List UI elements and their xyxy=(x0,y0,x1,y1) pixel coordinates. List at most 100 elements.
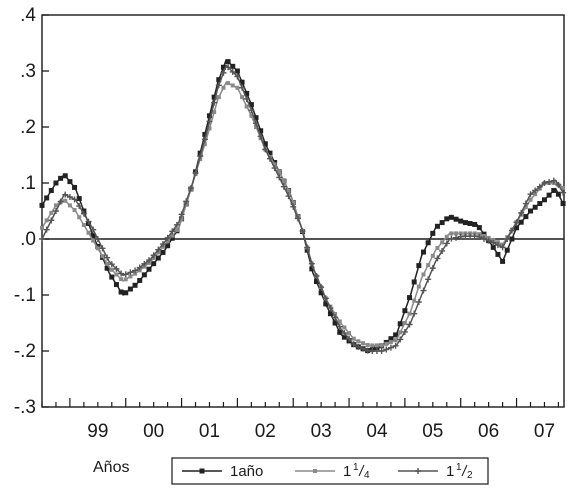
series-point xyxy=(192,169,199,176)
series-point xyxy=(211,94,217,100)
series-point xyxy=(560,189,567,196)
series-point xyxy=(215,82,222,89)
y-tick-label: -.1 xyxy=(14,285,36,306)
series-point xyxy=(522,200,529,207)
legend-label-main: 1 xyxy=(343,463,351,480)
series-point xyxy=(44,195,50,201)
y-tick-label: .3 xyxy=(20,61,36,82)
series-point xyxy=(86,230,91,235)
series-point xyxy=(318,290,324,296)
series-point xyxy=(323,301,329,307)
series-point xyxy=(370,343,375,348)
series-point xyxy=(104,265,110,271)
x-axis: 99 00 01 02 03 04 05 06 07 xyxy=(41,398,560,442)
series-point xyxy=(527,191,534,198)
series-0 xyxy=(39,59,566,354)
series-point xyxy=(197,153,204,160)
series-point xyxy=(90,226,97,233)
series-point xyxy=(523,205,528,210)
series-point xyxy=(420,249,426,255)
series-point xyxy=(165,243,171,249)
series-point xyxy=(528,208,534,214)
series-point xyxy=(462,220,468,226)
series-point xyxy=(95,246,100,251)
legend: Años 1año 1 14 1 12 xyxy=(93,457,489,485)
series-point xyxy=(384,341,389,346)
series-point xyxy=(206,113,212,119)
series-point xyxy=(58,175,64,181)
series-point xyxy=(337,329,343,335)
series-point xyxy=(77,215,82,220)
series-point xyxy=(109,267,114,272)
series-point xyxy=(313,272,320,279)
series-point xyxy=(146,257,153,264)
series-point xyxy=(308,260,315,267)
legend-label-denominator: 2 xyxy=(467,470,473,481)
series-point xyxy=(212,110,217,115)
series-point xyxy=(118,270,125,277)
series-point xyxy=(291,200,296,205)
x-tick-label: 04 xyxy=(366,421,388,442)
legend-entry: 1 12 xyxy=(398,462,473,481)
series-point xyxy=(53,203,58,208)
series-point xyxy=(490,239,497,246)
series-point xyxy=(160,249,166,255)
series-point xyxy=(388,336,394,342)
series-point xyxy=(453,216,459,222)
legend-entry: 1año xyxy=(182,463,263,480)
legend-fraction-slash xyxy=(461,464,468,477)
series-point xyxy=(280,183,287,190)
series-point xyxy=(332,314,339,321)
series-point xyxy=(528,197,533,202)
series-point xyxy=(480,235,487,242)
series-point xyxy=(132,267,139,274)
series-point xyxy=(258,128,264,134)
series-point xyxy=(294,215,301,222)
y-tick-label: -.2 xyxy=(14,341,36,362)
legend-label-numerator: 1 xyxy=(456,462,462,473)
series-point xyxy=(253,120,260,127)
series-point xyxy=(39,236,45,242)
series-point xyxy=(146,266,152,272)
series-point xyxy=(216,77,222,83)
series-point xyxy=(239,84,246,91)
series-point xyxy=(439,247,446,254)
series-point xyxy=(299,228,306,235)
series-point xyxy=(178,211,185,218)
series-point xyxy=(118,289,124,295)
series-point xyxy=(504,236,511,242)
series-point xyxy=(313,279,319,285)
series-point xyxy=(421,272,426,277)
series-point xyxy=(351,336,356,341)
series-point xyxy=(416,284,421,289)
series-point xyxy=(518,209,525,216)
series-point xyxy=(80,210,87,217)
series-point xyxy=(211,99,218,106)
series-point xyxy=(485,237,492,244)
series-point xyxy=(100,254,105,259)
series-point xyxy=(165,239,170,244)
series-point xyxy=(48,187,54,193)
series-point xyxy=(94,236,101,242)
series-point xyxy=(388,340,393,345)
series-point xyxy=(276,174,283,181)
series-point xyxy=(444,216,450,222)
series-point xyxy=(393,332,399,338)
series-point xyxy=(202,131,208,137)
series-point xyxy=(309,266,315,272)
series-point xyxy=(155,255,161,261)
series-point xyxy=(434,223,440,229)
series-point xyxy=(346,335,353,342)
series-point xyxy=(407,295,413,301)
y-tick-label: .2 xyxy=(20,117,36,138)
series-point xyxy=(453,234,460,241)
series-point xyxy=(518,219,524,225)
series-point xyxy=(76,203,83,210)
series-line xyxy=(41,59,565,352)
series-point xyxy=(332,320,338,326)
series-point xyxy=(254,125,259,129)
series-point xyxy=(230,63,236,69)
legend-entry: 1 14 xyxy=(295,462,370,481)
series-point xyxy=(234,73,241,80)
